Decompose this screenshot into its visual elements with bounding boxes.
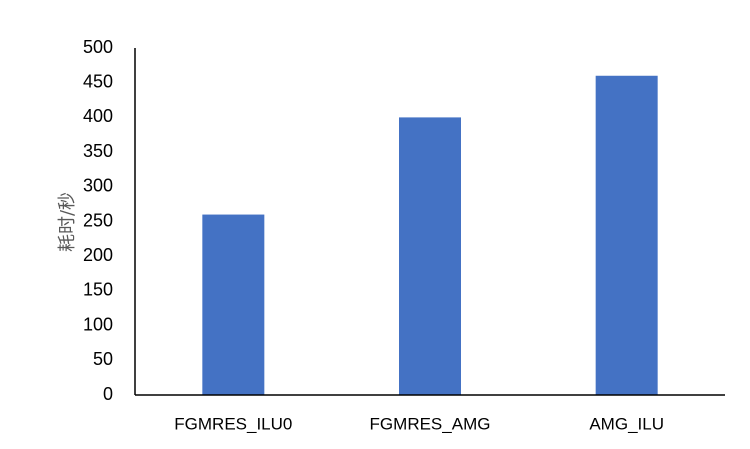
y-tick-label: 300 [83,176,113,196]
x-category-label: FGMRES_ILU0 [174,414,292,433]
y-tick-label: 100 [83,314,113,334]
x-axis-categories: FGMRES_ILU0 FGMRES_AMG AMG_ILU [174,414,664,433]
bars-group [202,75,658,396]
y-axis-title: 耗时/秒 [57,192,78,252]
x-category-label: FGMRES_AMG [370,414,491,433]
y-tick-label: 450 [83,71,113,91]
bar-fgmres-ilu0 [202,214,265,395]
y-tick-label: 0 [103,384,113,404]
y-axis-ticks: 0 50 100 150 200 250 300 350 400 450 500 [83,37,113,404]
y-tick-label: 500 [83,37,113,57]
y-tick-label: 50 [93,349,113,369]
y-tick-label: 400 [83,106,113,126]
y-tick-label: 200 [83,245,113,265]
x-category-label: AMG_ILU [589,414,664,433]
y-tick-label: 350 [83,141,113,161]
y-tick-label: 250 [83,210,113,230]
bar-fgmres-amg [399,117,461,396]
y-tick-label: 150 [83,280,113,300]
bar-amg-ilu [595,75,658,395]
